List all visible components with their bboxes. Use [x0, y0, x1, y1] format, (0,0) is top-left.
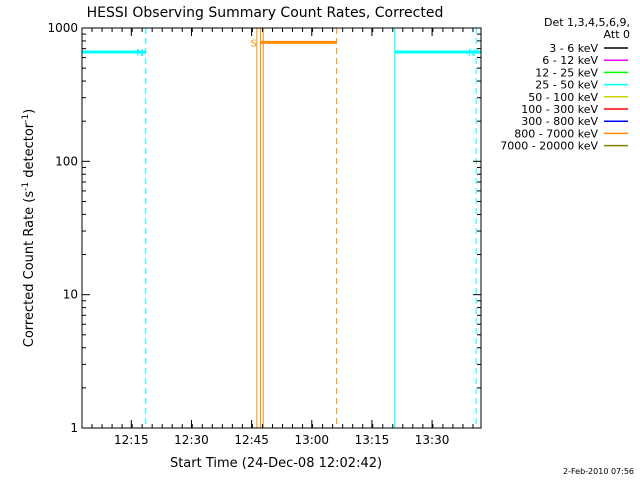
y-tick-label-2: 100 — [55, 154, 78, 168]
flag-label-2: S — [250, 38, 256, 49]
x-tick-label-4: 13:15 — [355, 433, 390, 447]
marker-lines — [145, 28, 477, 428]
legend-label-0: 3 - 6 keV — [549, 42, 598, 55]
axes: 1 10 100 1000 12:15 12:30 12:45 13:00 13:15 13:30 — [47, 21, 482, 447]
legend-label-4: 50 - 100 keV — [528, 91, 598, 104]
y-tick-label-3: 1000 — [47, 21, 78, 35]
legend-label-3: 25 - 50 keV — [535, 79, 598, 92]
plot-area — [82, 28, 481, 428]
flag-bars: N NS — [82, 38, 481, 59]
y-tick-label-0: 1 — [70, 421, 78, 435]
flag-label-0: N — [136, 48, 143, 59]
x-tick-label-3: 13:00 — [294, 433, 329, 447]
y-axis-label-sup-1: -1 — [21, 182, 31, 191]
legend-label-7: 800 - 7000 keV — [514, 127, 598, 140]
chart-title: HESSI Observing Summary Count Rates, Cor… — [87, 5, 444, 21]
plot-frame — [81, 27, 482, 429]
legend-header-line-1: Det 1,3,4,5,6,9, — [544, 16, 630, 29]
legend-header-line-2: Att 0 — [604, 28, 630, 41]
flag-label-1: N — [468, 48, 475, 59]
y-axis-label-text-1: Corrected Count Rate (s — [22, 191, 37, 348]
y-axis-label-text-3: ) — [22, 109, 37, 114]
x-tick-label-0: 12:15 — [114, 433, 149, 447]
legend-label-2: 12 - 25 keV — [535, 66, 598, 79]
y-axis-label-sup-2: -1 — [21, 114, 31, 123]
plot-background — [82, 28, 481, 428]
y-tick-label-1: 10 — [63, 288, 78, 302]
x-tick-label-2: 12:45 — [234, 433, 269, 447]
legend-label-6: 300 - 800 keV — [521, 115, 598, 128]
x-tick-label-5: 13:30 — [415, 433, 450, 447]
y-axis-label-text-2: detector — [22, 122, 37, 182]
legend-label-1: 6 - 12 keV — [542, 54, 598, 67]
y-axis-label: Corrected Count Rate (s-1 detector-1) — [21, 109, 37, 347]
footer-date: 2-Feb-2010 07:56 — [563, 467, 634, 476]
legend-label-5: 100 - 300 keV — [521, 103, 598, 116]
legend-label-8: 7000 - 20000 keV — [500, 140, 598, 153]
x-axis-label: Start Time (24-Dec-08 12:02:42) — [170, 456, 382, 471]
x-tick-label-1: 12:30 — [174, 433, 209, 447]
